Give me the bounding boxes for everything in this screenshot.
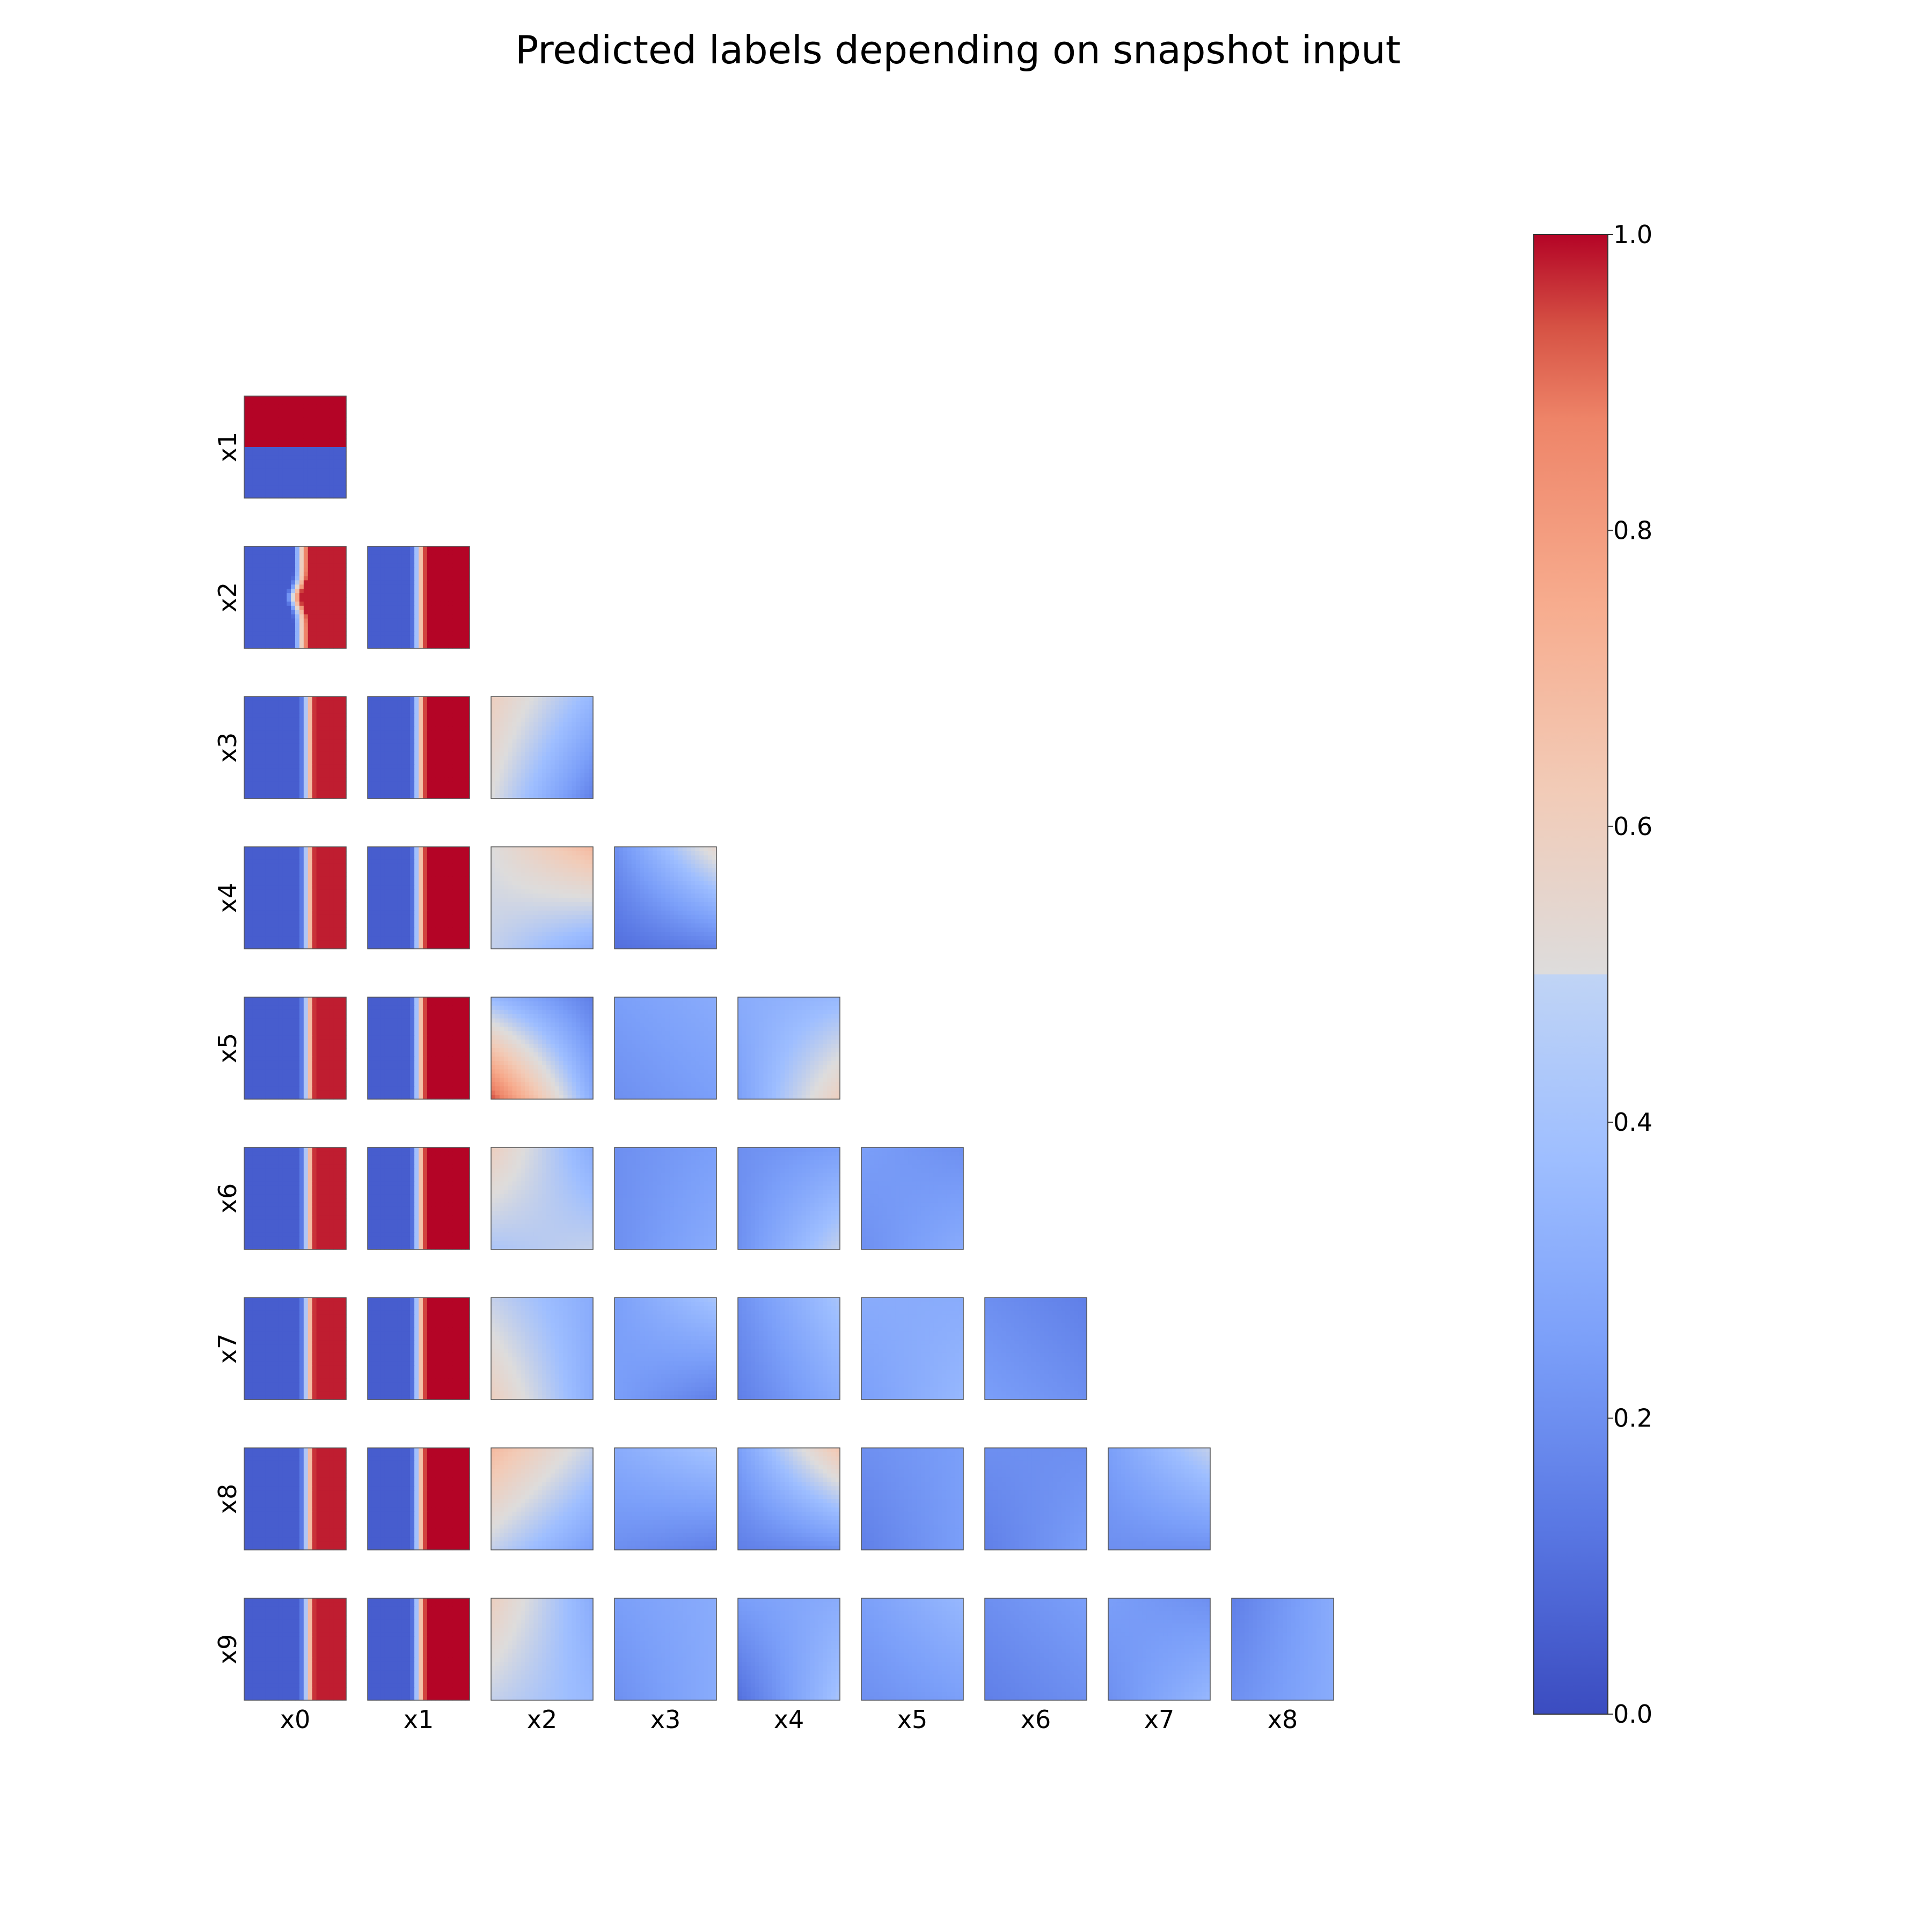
panel-x7-x4 bbox=[738, 1298, 840, 1400]
panel-x3-x1 bbox=[368, 697, 470, 799]
panel-x4-x0 bbox=[244, 847, 347, 949]
colorbar: 0.0 0.2 0.4 0.6 0.8 1.0 bbox=[1534, 220, 1652, 1729]
row-label: x8 bbox=[213, 1484, 242, 1514]
col-label: x3 bbox=[650, 1705, 681, 1734]
panel-x7-x0 bbox=[244, 1298, 347, 1400]
panel-x3-x0 bbox=[244, 697, 347, 799]
panel-x1-x0 bbox=[244, 396, 347, 499]
colorbar-tick-label: 1.0 bbox=[1613, 220, 1652, 249]
panel-x9-x2 bbox=[491, 1598, 594, 1701]
panel-x8-x1 bbox=[368, 1448, 470, 1550]
col-label: x1 bbox=[404, 1705, 434, 1734]
panel-x9-x3 bbox=[614, 1598, 717, 1701]
panel-x6-x0 bbox=[244, 1147, 347, 1250]
panel-x2-x0 bbox=[244, 546, 347, 649]
panel-x4-x3 bbox=[614, 847, 717, 949]
row-label: x2 bbox=[213, 582, 242, 613]
panel-x4-x2 bbox=[491, 847, 594, 949]
col-labels: x0 x1 x2 x3 x4 x5 x6 x7 x8 bbox=[280, 1705, 1298, 1734]
panel-x8-x4 bbox=[738, 1448, 840, 1550]
row-label: x4 bbox=[213, 883, 242, 913]
panel-x7-x6 bbox=[985, 1298, 1087, 1400]
panel-x7-x5 bbox=[861, 1298, 964, 1400]
panel-x4-x1 bbox=[368, 847, 470, 949]
row-label: x9 bbox=[213, 1634, 242, 1665]
colorbar-tick-label: 0.2 bbox=[1613, 1404, 1652, 1433]
panel-x7-x2 bbox=[491, 1298, 594, 1400]
panel-x2-x1 bbox=[368, 546, 470, 649]
panel-x6-x3 bbox=[614, 1147, 717, 1250]
panel-x6-x5 bbox=[861, 1147, 964, 1250]
row-label: x7 bbox=[213, 1334, 242, 1364]
panel-x6-x2 bbox=[491, 1147, 594, 1250]
panel-x5-x1 bbox=[368, 997, 470, 1100]
col-label: x6 bbox=[1021, 1705, 1051, 1734]
row-label: x6 bbox=[213, 1183, 242, 1214]
colorbar-tick-label: 0.8 bbox=[1613, 516, 1652, 545]
col-label: x7 bbox=[1144, 1705, 1175, 1734]
row-label: x3 bbox=[213, 733, 242, 763]
col-label: x5 bbox=[897, 1705, 928, 1734]
colorbar-tick-label: 0.6 bbox=[1613, 812, 1652, 841]
panel-x7-x3 bbox=[614, 1298, 717, 1400]
panel-x8-x6 bbox=[985, 1448, 1087, 1550]
panel-x5-x0 bbox=[244, 997, 347, 1100]
panel-x5-x3 bbox=[614, 997, 717, 1100]
panel-x6-x1 bbox=[368, 1147, 470, 1250]
panel-x8-x5 bbox=[861, 1448, 964, 1550]
col-label: x8 bbox=[1268, 1705, 1298, 1734]
panel-x8-x3 bbox=[614, 1448, 717, 1550]
panel-x8-x0 bbox=[244, 1448, 347, 1550]
panel-x5-x2 bbox=[491, 997, 594, 1100]
panel-x9-x6 bbox=[985, 1598, 1087, 1701]
col-label: x0 bbox=[280, 1705, 311, 1734]
col-label: x2 bbox=[527, 1705, 558, 1734]
row-label: x1 bbox=[213, 432, 242, 463]
panel-x3-x2 bbox=[491, 697, 594, 799]
colorbar-ticks: 0.0 0.2 0.4 0.6 0.8 1.0 bbox=[1608, 220, 1652, 1729]
panel-x9-x5 bbox=[861, 1598, 964, 1701]
panel-x9-x1 bbox=[368, 1598, 470, 1701]
colorbar-tick-label: 0.0 bbox=[1613, 1700, 1652, 1729]
panel-x9-x0 bbox=[244, 1598, 347, 1701]
panel-x9-x8 bbox=[1232, 1598, 1334, 1701]
panel-x7-x1 bbox=[368, 1298, 470, 1400]
colorbar-tick-label: 0.4 bbox=[1613, 1108, 1652, 1137]
panel-x9-x4 bbox=[738, 1598, 840, 1701]
panel-x9-x7 bbox=[1108, 1598, 1211, 1701]
colorbar-fill bbox=[1534, 235, 1608, 1714]
panel-x8-x7 bbox=[1108, 1448, 1211, 1550]
panel-x6-x4 bbox=[738, 1147, 840, 1250]
row-label: x5 bbox=[213, 1033, 242, 1064]
row-labels: x1 x2 x3 x4 x5 x6 x7 x8 x9 bbox=[213, 432, 242, 1665]
panel-x8-x2 bbox=[491, 1448, 594, 1550]
col-label: x4 bbox=[774, 1705, 804, 1734]
chart-title: Predicted labels depending on snapshot i… bbox=[515, 27, 1401, 72]
panel-x5-x4 bbox=[738, 997, 840, 1100]
panel-grid bbox=[244, 396, 1334, 1701]
